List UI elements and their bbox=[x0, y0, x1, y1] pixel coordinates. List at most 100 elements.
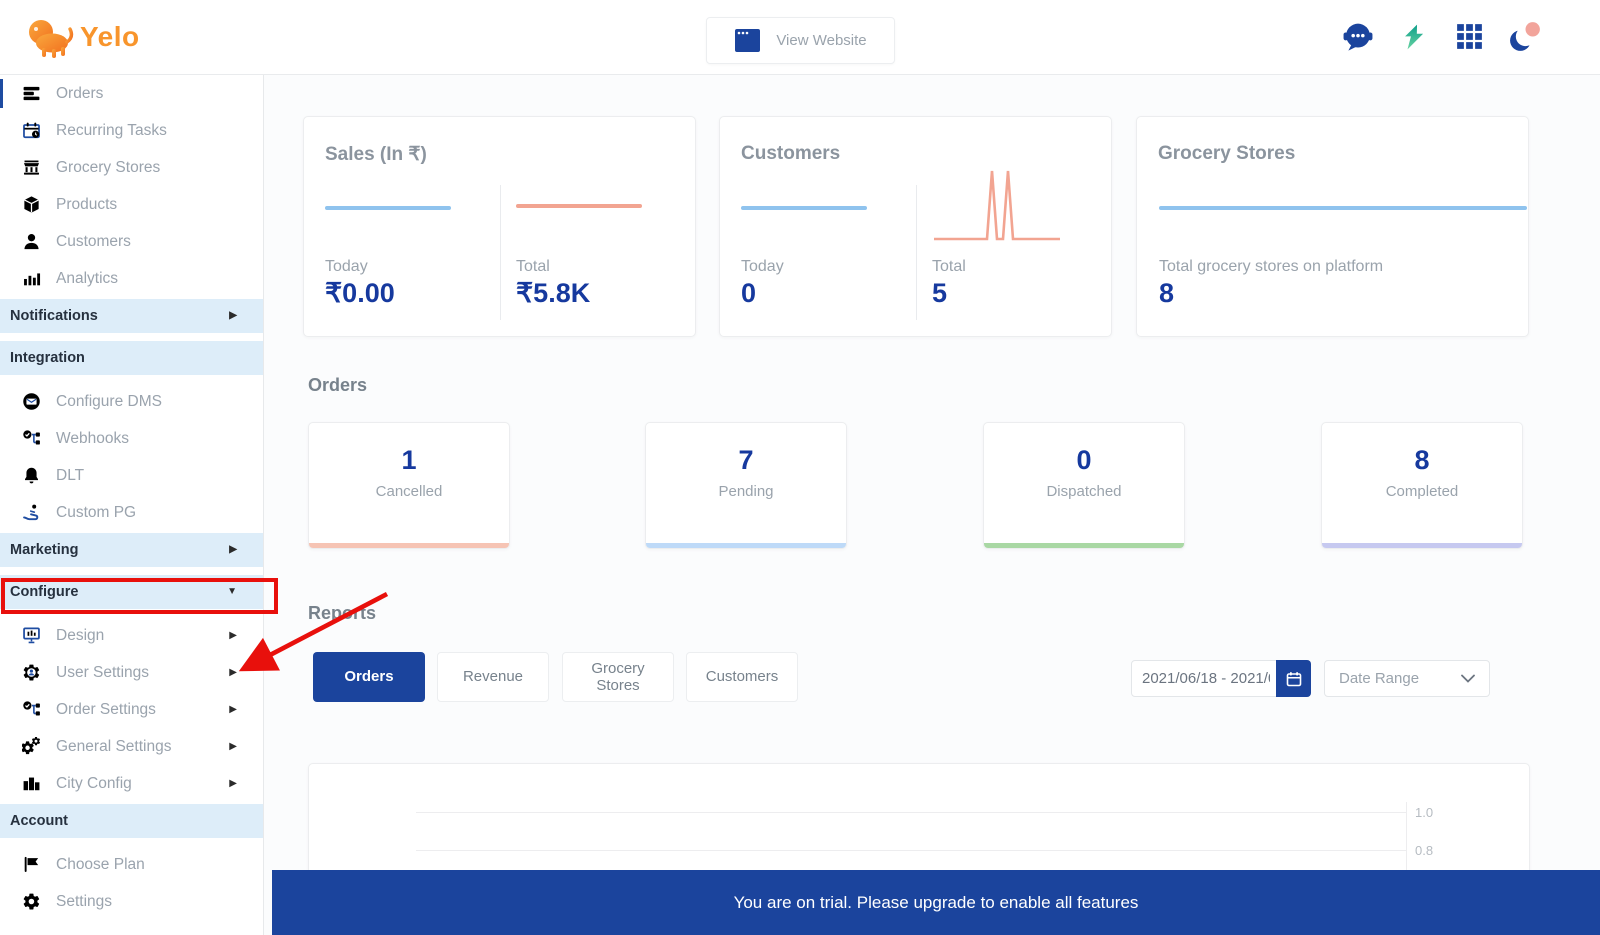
hand-payment-icon bbox=[22, 503, 41, 522]
chevron-down-icon: ▼ bbox=[227, 586, 237, 597]
yelo-lion-icon bbox=[29, 20, 74, 58]
sales-total-value: ₹5.8K bbox=[516, 278, 591, 308]
sidebar-item-label: Settings bbox=[56, 892, 113, 910]
tab-grocery-stores[interactable]: Grocery Stores bbox=[562, 652, 674, 702]
main-content: Sales (In ₹) Today ₹0.00 Total ₹5.8K Cus… bbox=[264, 75, 1600, 935]
sidebar-section-configure[interactable]: Configure ▼ bbox=[0, 575, 263, 609]
customers-today-value: 0 bbox=[741, 278, 757, 308]
customers-total-sparkline bbox=[934, 170, 1060, 241]
completed-label: Completed bbox=[1385, 483, 1459, 500]
card-title: Grocery Stores bbox=[1158, 143, 1296, 164]
order-status-card-cancelled: 1 Cancelled bbox=[308, 422, 510, 549]
sidebar-item-recurring-tasks[interactable]: Recurring Tasks bbox=[0, 112, 263, 149]
divider bbox=[916, 185, 917, 320]
yelo-logo[interactable]: Yelo bbox=[22, 11, 140, 63]
date-range-select[interactable]: Date Range bbox=[1324, 660, 1490, 697]
chart-gridline bbox=[416, 812, 1406, 813]
tab-label: Orders bbox=[344, 668, 394, 686]
sidebar-item-label: Analytics bbox=[56, 269, 119, 287]
calendar-button[interactable] bbox=[1276, 660, 1311, 697]
sidebar-item-user-settings[interactable]: User Settings ▶ bbox=[0, 654, 263, 691]
chevron-right-icon: ▶ bbox=[229, 629, 237, 641]
calendar-icon bbox=[1286, 671, 1301, 686]
tab-label: Customers bbox=[705, 668, 779, 686]
sidebar-item-design[interactable]: Design ▶ bbox=[0, 617, 263, 654]
sidebar-item-order-settings[interactable]: Order Settings ▶ bbox=[0, 691, 263, 728]
sidebar-item-products[interactable]: Products bbox=[0, 186, 263, 223]
sidebar-item-choose-plan[interactable]: Choose Plan bbox=[0, 846, 263, 883]
sidebar-item-label: City Config bbox=[56, 774, 132, 792]
today-label: Today bbox=[741, 258, 784, 275]
sidebar-section-marketing[interactable]: Marketing ▶ bbox=[0, 533, 263, 567]
sidebar-item-grocery-stores[interactable]: Grocery Stores bbox=[0, 149, 263, 186]
sidebar-item-label: General Settings bbox=[56, 737, 172, 755]
sales-total-sparkline bbox=[516, 204, 642, 208]
orders-list-icon bbox=[22, 84, 41, 103]
brand-name: Yelo bbox=[80, 21, 140, 52]
person-icon bbox=[22, 232, 41, 251]
tab-label: Grocery Stores bbox=[591, 659, 645, 694]
support-chat-icon[interactable] bbox=[1339, 18, 1376, 55]
bell-icon bbox=[22, 466, 41, 485]
sidebar-item-label: Design bbox=[56, 626, 105, 644]
sidebar-item-settings[interactable]: Settings bbox=[0, 883, 263, 920]
browser-window-icon bbox=[735, 29, 761, 52]
user-gear-icon bbox=[22, 663, 41, 682]
pending-label: Pending bbox=[718, 483, 774, 500]
card-title: Customers bbox=[741, 143, 841, 164]
sidebar-item-label: Custom PG bbox=[56, 503, 137, 521]
top-header: Yelo View Website bbox=[0, 0, 1600, 75]
tab-revenue[interactable]: Revenue bbox=[437, 652, 549, 702]
sidebar-item-configure-dms[interactable]: Configure DMS bbox=[0, 383, 263, 420]
sidebar-item-analytics[interactable]: Analytics bbox=[0, 260, 263, 297]
order-status-card-completed: 8 Completed bbox=[1321, 422, 1523, 549]
accent-strip bbox=[309, 543, 509, 548]
cancelled-count: 1 bbox=[401, 445, 417, 475]
total-label: Total bbox=[932, 258, 966, 275]
tab-orders[interactable]: Orders bbox=[313, 652, 425, 702]
customers-today-sparkline bbox=[741, 206, 867, 210]
trial-banner: You are on trial. Please upgrade to enab… bbox=[272, 870, 1600, 935]
apps-grid-icon[interactable] bbox=[1451, 18, 1488, 55]
webhook-icon bbox=[22, 429, 41, 448]
flag-icon bbox=[22, 855, 41, 874]
sidebar-item-label: Choose Plan bbox=[56, 855, 145, 873]
chevron-right-icon: ▶ bbox=[229, 544, 237, 555]
customers-stat-card: Customers Today 0 Total 5 bbox=[719, 116, 1112, 337]
sidebar-item-dlt[interactable]: DLT bbox=[0, 457, 263, 494]
chevron-right-icon: ▶ bbox=[229, 703, 237, 715]
order-status-card-pending: 7 Pending bbox=[645, 422, 847, 549]
section-label: Notifications bbox=[10, 308, 98, 324]
sidebar-item-city-config[interactable]: City Config ▶ bbox=[0, 765, 263, 802]
sidebar-nav: Orders Recurring Tasks Grocery Stores Pr… bbox=[0, 75, 264, 935]
view-website-label: View Website bbox=[776, 32, 867, 49]
order-status-card-dispatched: 0 Dispatched bbox=[983, 422, 1185, 549]
workflow-icon bbox=[22, 700, 41, 719]
sidebar-item-label: User Settings bbox=[56, 663, 150, 681]
sidebar-section-notifications[interactable]: Notifications ▶ bbox=[0, 299, 263, 333]
sidebar-item-general-settings[interactable]: General Settings ▶ bbox=[0, 728, 263, 765]
pending-count: 7 bbox=[738, 445, 754, 475]
sidebar-item-orders[interactable]: Orders bbox=[0, 75, 263, 112]
sidebar-item-customers[interactable]: Customers bbox=[0, 223, 263, 260]
cancelled-label: Cancelled bbox=[375, 483, 443, 500]
dispatched-count: 0 bbox=[1076, 445, 1092, 475]
reports-heading: Reports bbox=[308, 603, 377, 623]
tookan-icon[interactable] bbox=[1395, 18, 1432, 55]
package-box-icon bbox=[22, 195, 41, 214]
chevron-right-icon: ▶ bbox=[229, 310, 237, 321]
sidebar-item-label: DLT bbox=[56, 466, 85, 484]
sidebar-item-custom-pg[interactable]: Custom PG bbox=[0, 494, 263, 531]
sidebar-item-label: Order Settings bbox=[56, 700, 156, 718]
section-label: Configure bbox=[10, 584, 79, 600]
accent-strip bbox=[1322, 543, 1522, 548]
profile-avatar[interactable] bbox=[1507, 18, 1544, 55]
sidebar-section-integration[interactable]: Integration bbox=[0, 341, 263, 375]
sidebar-item-webhooks[interactable]: Webhooks bbox=[0, 420, 263, 457]
customers-total-value: 5 bbox=[932, 278, 948, 308]
grocery-total-value: 8 bbox=[1159, 278, 1175, 308]
tab-customers[interactable]: Customers bbox=[686, 652, 798, 702]
sidebar-item-label: Grocery Stores bbox=[56, 158, 161, 176]
sidebar-section-account[interactable]: Account bbox=[0, 804, 263, 838]
view-website-button[interactable]: View Website bbox=[706, 17, 895, 64]
